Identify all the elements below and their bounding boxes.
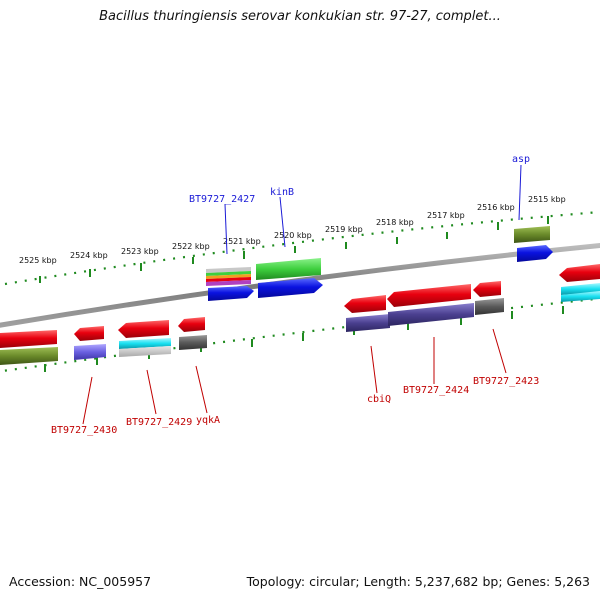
kbp-label: 2518 kbp xyxy=(376,218,414,227)
gene-bt9727-2429-cog-cyan[interactable] xyxy=(119,338,171,349)
gene-labels-reverse: BT9727_2430 BT9727_2429 yqkA cbiQ BT9727… xyxy=(51,376,539,436)
kbp-label: 2523 kbp xyxy=(121,247,159,256)
gene-yqka-cog[interactable] xyxy=(179,335,207,350)
gene-bt9727-2427-cog-stack[interactable] xyxy=(206,267,251,286)
gene-cbiq-cog[interactable] xyxy=(346,314,390,332)
gene-bt9727-2429-cog-gray[interactable] xyxy=(119,346,171,357)
gene-small-reverse-cds[interactable] xyxy=(74,326,104,341)
gene-right-edge-cds[interactable] xyxy=(559,264,600,282)
reverse-major-ticks xyxy=(44,306,564,372)
gene-label-cbiq[interactable]: cbiQ xyxy=(367,394,391,405)
gene-label-bt9727-2424[interactable]: BT9727_2424 xyxy=(403,385,469,396)
kbp-label: 2524 kbp xyxy=(70,251,108,260)
accession-text: Accession: NC_005957 xyxy=(9,574,152,589)
gene-label-kinb[interactable]: kinB xyxy=(270,187,294,198)
kbp-label: 2519 kbp xyxy=(325,225,363,234)
forward-features xyxy=(206,226,553,301)
leader-lines-forward xyxy=(224,164,522,255)
gene-bt9727-2424-cds[interactable] xyxy=(387,284,471,307)
kbp-label: 2517 kbp xyxy=(427,211,465,220)
kbp-labels: 2525 kbp 2524 kbp 2523 kbp 2522 kbp 2521… xyxy=(19,195,566,265)
gene-label-bt9727-2423[interactable]: BT9727_2423 xyxy=(473,376,539,387)
gene-labels-forward: BT9727_2427 kinB asp xyxy=(189,154,530,205)
gene-small-reverse-cog[interactable] xyxy=(74,344,106,360)
gene-bt9727-2423-cds[interactable] xyxy=(473,281,501,297)
forward-major-ticks xyxy=(39,216,549,283)
kbp-label: 2525 kbp xyxy=(19,256,57,265)
gene-bt9727-2427-cds[interactable] xyxy=(208,286,254,301)
gene-kinb-cds[interactable] xyxy=(258,278,323,298)
kbp-label: 2520 kbp xyxy=(274,231,312,240)
gene-label-yqka[interactable]: yqkA xyxy=(196,415,220,426)
gene-right-edge-cog-cyan2[interactable] xyxy=(561,291,600,302)
gene-bt9727-2429-cds[interactable] xyxy=(118,320,169,338)
gene-label-bt9727-2427[interactable]: BT9727_2427 xyxy=(189,194,255,205)
gene-asp-cds[interactable] xyxy=(517,245,553,262)
map-title: Bacillus thuringiensis serovar konkukian… xyxy=(99,9,501,24)
reverse-features xyxy=(0,264,600,365)
gene-cbiq-cds[interactable] xyxy=(344,295,386,313)
gene-bt9727-2423-cog[interactable] xyxy=(475,298,504,315)
gene-bt9727-2424-cog[interactable] xyxy=(388,303,474,326)
kbp-label: 2522 kbp xyxy=(172,242,210,251)
gene-label-bt9727-2430[interactable]: BT9727_2430 xyxy=(51,425,117,436)
gene-kinb-cog[interactable] xyxy=(256,258,321,280)
kbp-label: 2521 kbp xyxy=(223,237,261,246)
topology-text: Topology: circular; Length: 5,237,682 bp… xyxy=(246,574,590,589)
kbp-label: 2515 kbp xyxy=(528,195,566,204)
gene-label-asp[interactable]: asp xyxy=(512,154,530,165)
gene-asp-cog[interactable] xyxy=(514,226,550,243)
gene-bt9727-2430-cds[interactable] xyxy=(0,330,57,348)
gene-yqka-cds[interactable] xyxy=(178,317,205,332)
gene-bt9727-2430-cog[interactable] xyxy=(0,347,58,365)
gene-label-bt9727-2429[interactable]: BT9727_2429 xyxy=(126,417,192,428)
leader-lines-reverse xyxy=(82,328,507,425)
kbp-label: 2516 kbp xyxy=(477,203,515,212)
